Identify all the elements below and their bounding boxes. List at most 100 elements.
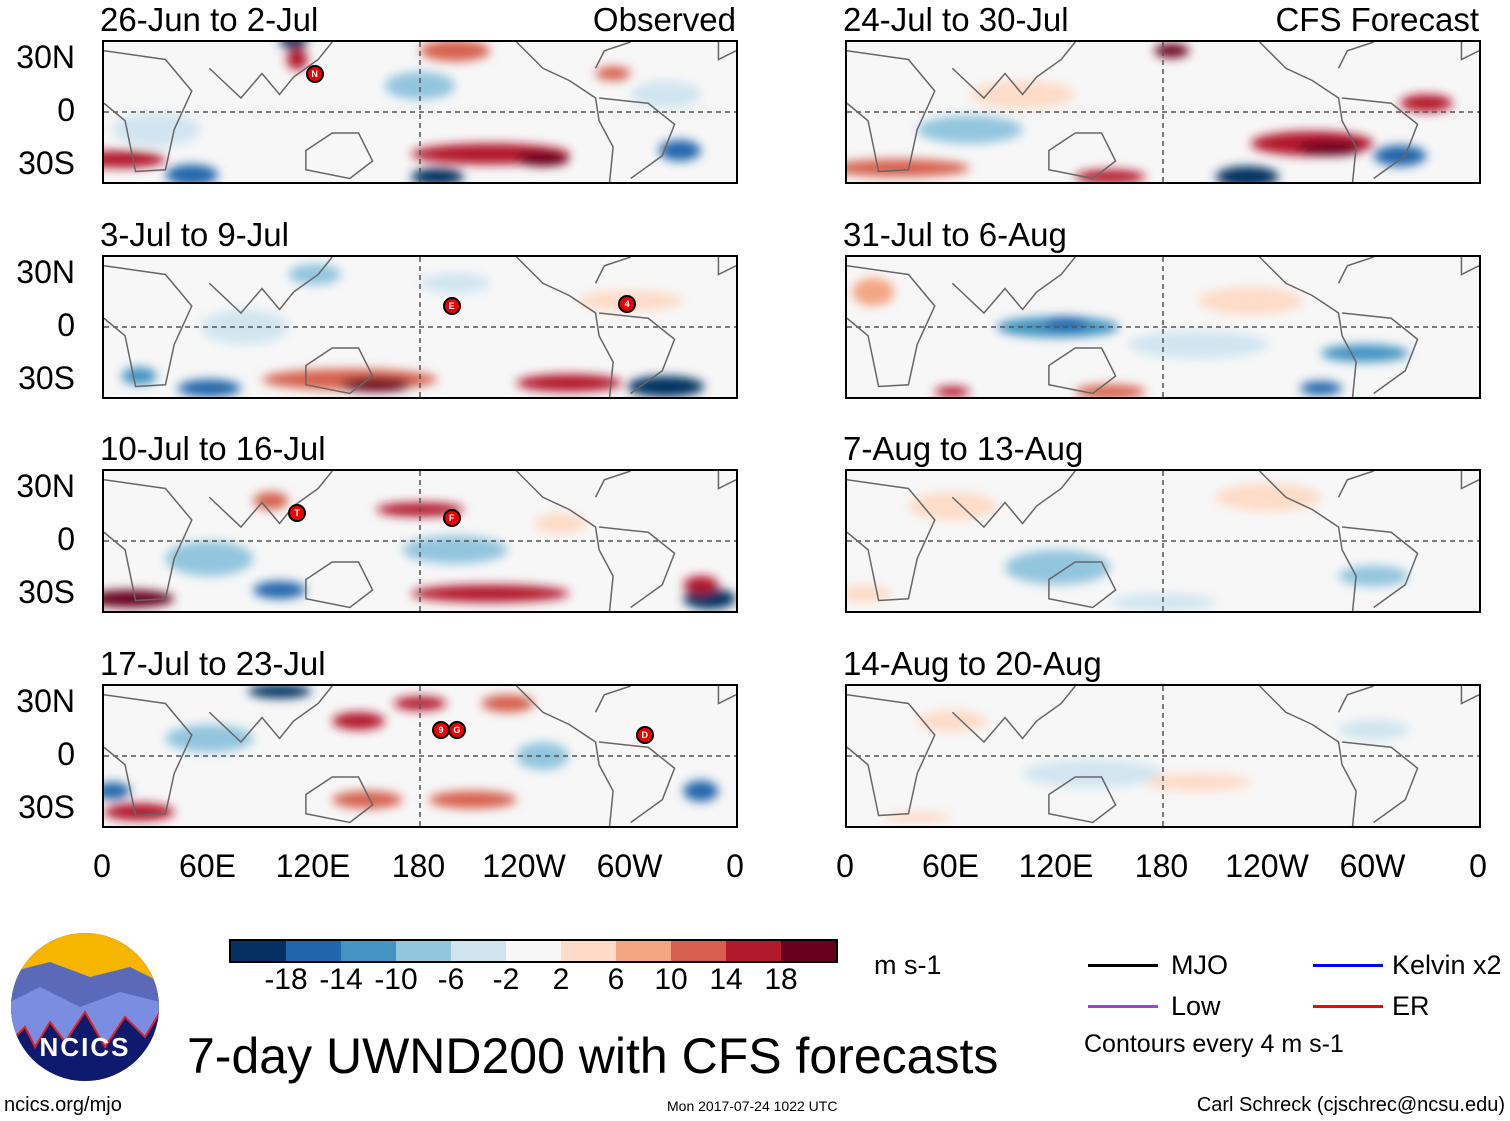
anomaly-region: [1110, 593, 1216, 611]
anomaly-region: [1321, 344, 1409, 362]
anomaly-region: [1298, 141, 1362, 156]
anomaly-region: [658, 140, 701, 161]
anomaly-region: [1373, 145, 1427, 167]
anomaly-region: [1022, 759, 1163, 788]
y-tick-label: 30S: [18, 145, 75, 181]
legend-line-low: [1088, 1005, 1158, 1008]
x-tick-label: 60E: [179, 848, 236, 884]
colorbar-swatch: [561, 941, 616, 961]
anomaly-region: [341, 377, 412, 392]
colorbar-swatch: [726, 941, 781, 961]
anomaly-region: [683, 576, 719, 594]
colorbar-tick-label: -14: [319, 963, 363, 996]
coastline: [847, 42, 1479, 182]
map-panel: [845, 684, 1481, 828]
x-tick-label: 0: [93, 848, 111, 884]
legend-kelvin: Kelvin x2: [1392, 950, 1502, 980]
x-tick-label: 60W: [596, 848, 663, 884]
colorbar-swatch: [451, 941, 506, 961]
anomaly-region: [286, 49, 308, 70]
panel-title: 31-Jul to 6-Aug: [843, 216, 1067, 253]
x-tick-label: 0: [726, 848, 744, 884]
contour-note: Contours every 4 m s-1: [1084, 1030, 1344, 1058]
colorbar-tick-label: 14: [709, 963, 743, 996]
anomaly-region: [1127, 330, 1269, 359]
x-tick-label: 120W: [482, 848, 566, 884]
anomaly-region: [1198, 286, 1304, 315]
anomaly-region: [1145, 773, 1251, 791]
panel-title: 17-Jul to 23-Jul: [100, 645, 326, 682]
panel-title: 26-Jun to 2-Jul: [100, 1, 319, 38]
anomaly-region: [847, 584, 891, 603]
anomaly-region: [288, 264, 341, 285]
anomaly-region: [104, 782, 131, 800]
anomaly-region: [402, 535, 508, 564]
anomaly-region: [200, 309, 289, 345]
colorbar-swatch: [671, 941, 726, 961]
units-label: m s-1: [874, 950, 942, 980]
colorbar-swatch: [286, 941, 341, 961]
y-tick-label: 30N: [16, 683, 75, 719]
anomaly-region: [332, 712, 385, 730]
tropical-cyclone-marker: D: [635, 726, 654, 744]
panel-title: 10-Jul to 16-Jul: [100, 430, 326, 467]
map-panel: [845, 469, 1481, 613]
y-tick-label: 0: [57, 521, 75, 557]
panel-tag: CFS Forecast: [1275, 1, 1479, 38]
anomaly-region: [630, 80, 701, 109]
anomaly-region: [104, 803, 175, 821]
anomaly-region: [908, 492, 997, 520]
legend-line-mjo: [1088, 964, 1158, 967]
coastline: [104, 257, 736, 397]
legend-low: Low: [1171, 991, 1221, 1021]
logo-text: NCICS: [40, 1032, 131, 1062]
x-tick-label: 0: [1469, 848, 1487, 884]
x-tick-label: 60E: [922, 848, 979, 884]
author: Carl Schreck (cjschrec@ncsu.edu): [1196, 1094, 1505, 1116]
y-tick-label: 30N: [16, 254, 75, 290]
colorbar-tick-label: 6: [607, 963, 625, 996]
y-tick-label: 0: [57, 92, 75, 128]
y-tick-label: 30N: [16, 468, 75, 504]
y-tick-label: 30S: [18, 789, 75, 825]
colorbar-swatch: [616, 941, 671, 961]
anomaly-region: [534, 513, 587, 534]
tropical-cyclone-marker: G: [447, 720, 466, 739]
anomaly-region: [934, 386, 970, 397]
anomaly-region: [917, 710, 988, 732]
coastline: [847, 471, 1479, 611]
coastline: [104, 471, 736, 611]
anomaly-region: [1215, 166, 1279, 182]
panel-title: 24-Jul to 30-Jul: [843, 1, 1069, 38]
anomaly-region: [595, 66, 631, 81]
site-link[interactable]: ncics.org/mjo: [4, 1094, 122, 1116]
anomaly-region: [1299, 381, 1343, 396]
anomaly-region: [247, 686, 312, 699]
anomaly-region: [1154, 43, 1190, 58]
coastline: [104, 42, 736, 182]
anomaly-region: [165, 724, 254, 753]
x-tick-label: 0: [836, 848, 854, 884]
map-panel: [845, 40, 1481, 184]
colorbar: [229, 939, 838, 963]
anomaly-region: [384, 71, 456, 100]
anomaly-region: [428, 791, 517, 809]
tropical-cyclone-marker: T: [288, 504, 307, 522]
anomaly-region: [165, 541, 254, 576]
coastline: [847, 257, 1479, 397]
anomaly-region: [852, 278, 895, 306]
timestamp: Mon 2017-07-24 1022 UTC: [667, 1098, 838, 1114]
anomaly-region: [253, 492, 289, 510]
anomaly-region: [516, 742, 570, 770]
y-tick-label: 30S: [18, 574, 75, 610]
colorbar-tick-label: -2: [492, 963, 520, 996]
colorbar-swatch: [506, 941, 561, 961]
anomaly-region: [393, 696, 447, 711]
anomaly-region: [104, 590, 175, 608]
colorbar-tick-label: -6: [437, 963, 465, 996]
anomaly-region: [481, 694, 535, 713]
map-panel: N: [102, 40, 738, 184]
